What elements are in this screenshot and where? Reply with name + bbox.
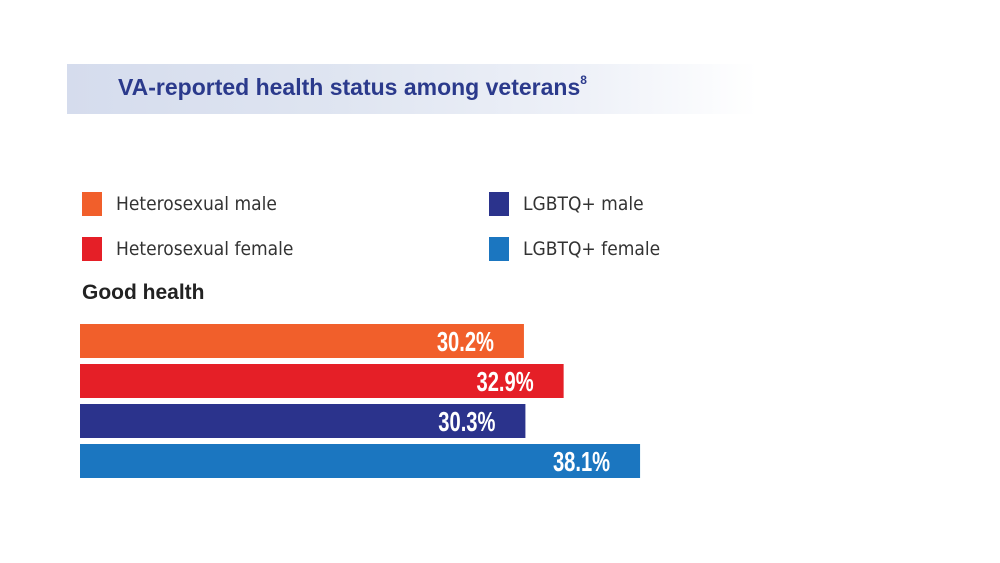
legend-swatch-heterosexual-male <box>82 192 102 216</box>
legend-item-heterosexual-female: Heterosexual female <box>82 236 313 262</box>
bar-label-lgbtq-male: 30.3% <box>438 407 495 438</box>
bar-lgbtq-female <box>80 444 641 478</box>
bar-lgbtq-male <box>80 404 526 438</box>
legend-label-lgbtq-female: LGBTQ+ female <box>523 238 661 260</box>
bar-label-heterosexual-female: 32.9% <box>477 367 534 398</box>
legend-swatch-lgbtq-female <box>489 237 509 261</box>
legend-label-heterosexual-female: Heterosexual female <box>116 238 294 260</box>
chart-title-text: VA-reported health status among veterans <box>118 74 581 100</box>
legend-swatch-lgbtq-male <box>489 192 509 216</box>
bar-label-lgbtq-female: 38.1% <box>553 447 610 478</box>
legend-label-lgbtq-male: LGBTQ+ male <box>523 193 644 215</box>
legend-swatch-heterosexual-female <box>82 237 102 261</box>
title-band <box>67 64 757 114</box>
legend-item-lgbtq-male: LGBTQ+ male <box>489 191 657 217</box>
chart-title: VA-reported health status among veterans… <box>118 73 587 101</box>
legend-label-heterosexual-male: Heterosexual male <box>116 193 277 215</box>
group-title: Good health <box>82 281 205 304</box>
bar-heterosexual-female <box>80 364 564 398</box>
title-footnote-marker: 8 <box>580 73 587 88</box>
bar-heterosexual-male <box>80 324 524 358</box>
legend-item-heterosexual-male: Heterosexual male <box>82 191 295 217</box>
legend-item-lgbtq-female: LGBTQ+ female <box>489 236 675 262</box>
bar-label-heterosexual-male: 30.2% <box>437 327 494 358</box>
